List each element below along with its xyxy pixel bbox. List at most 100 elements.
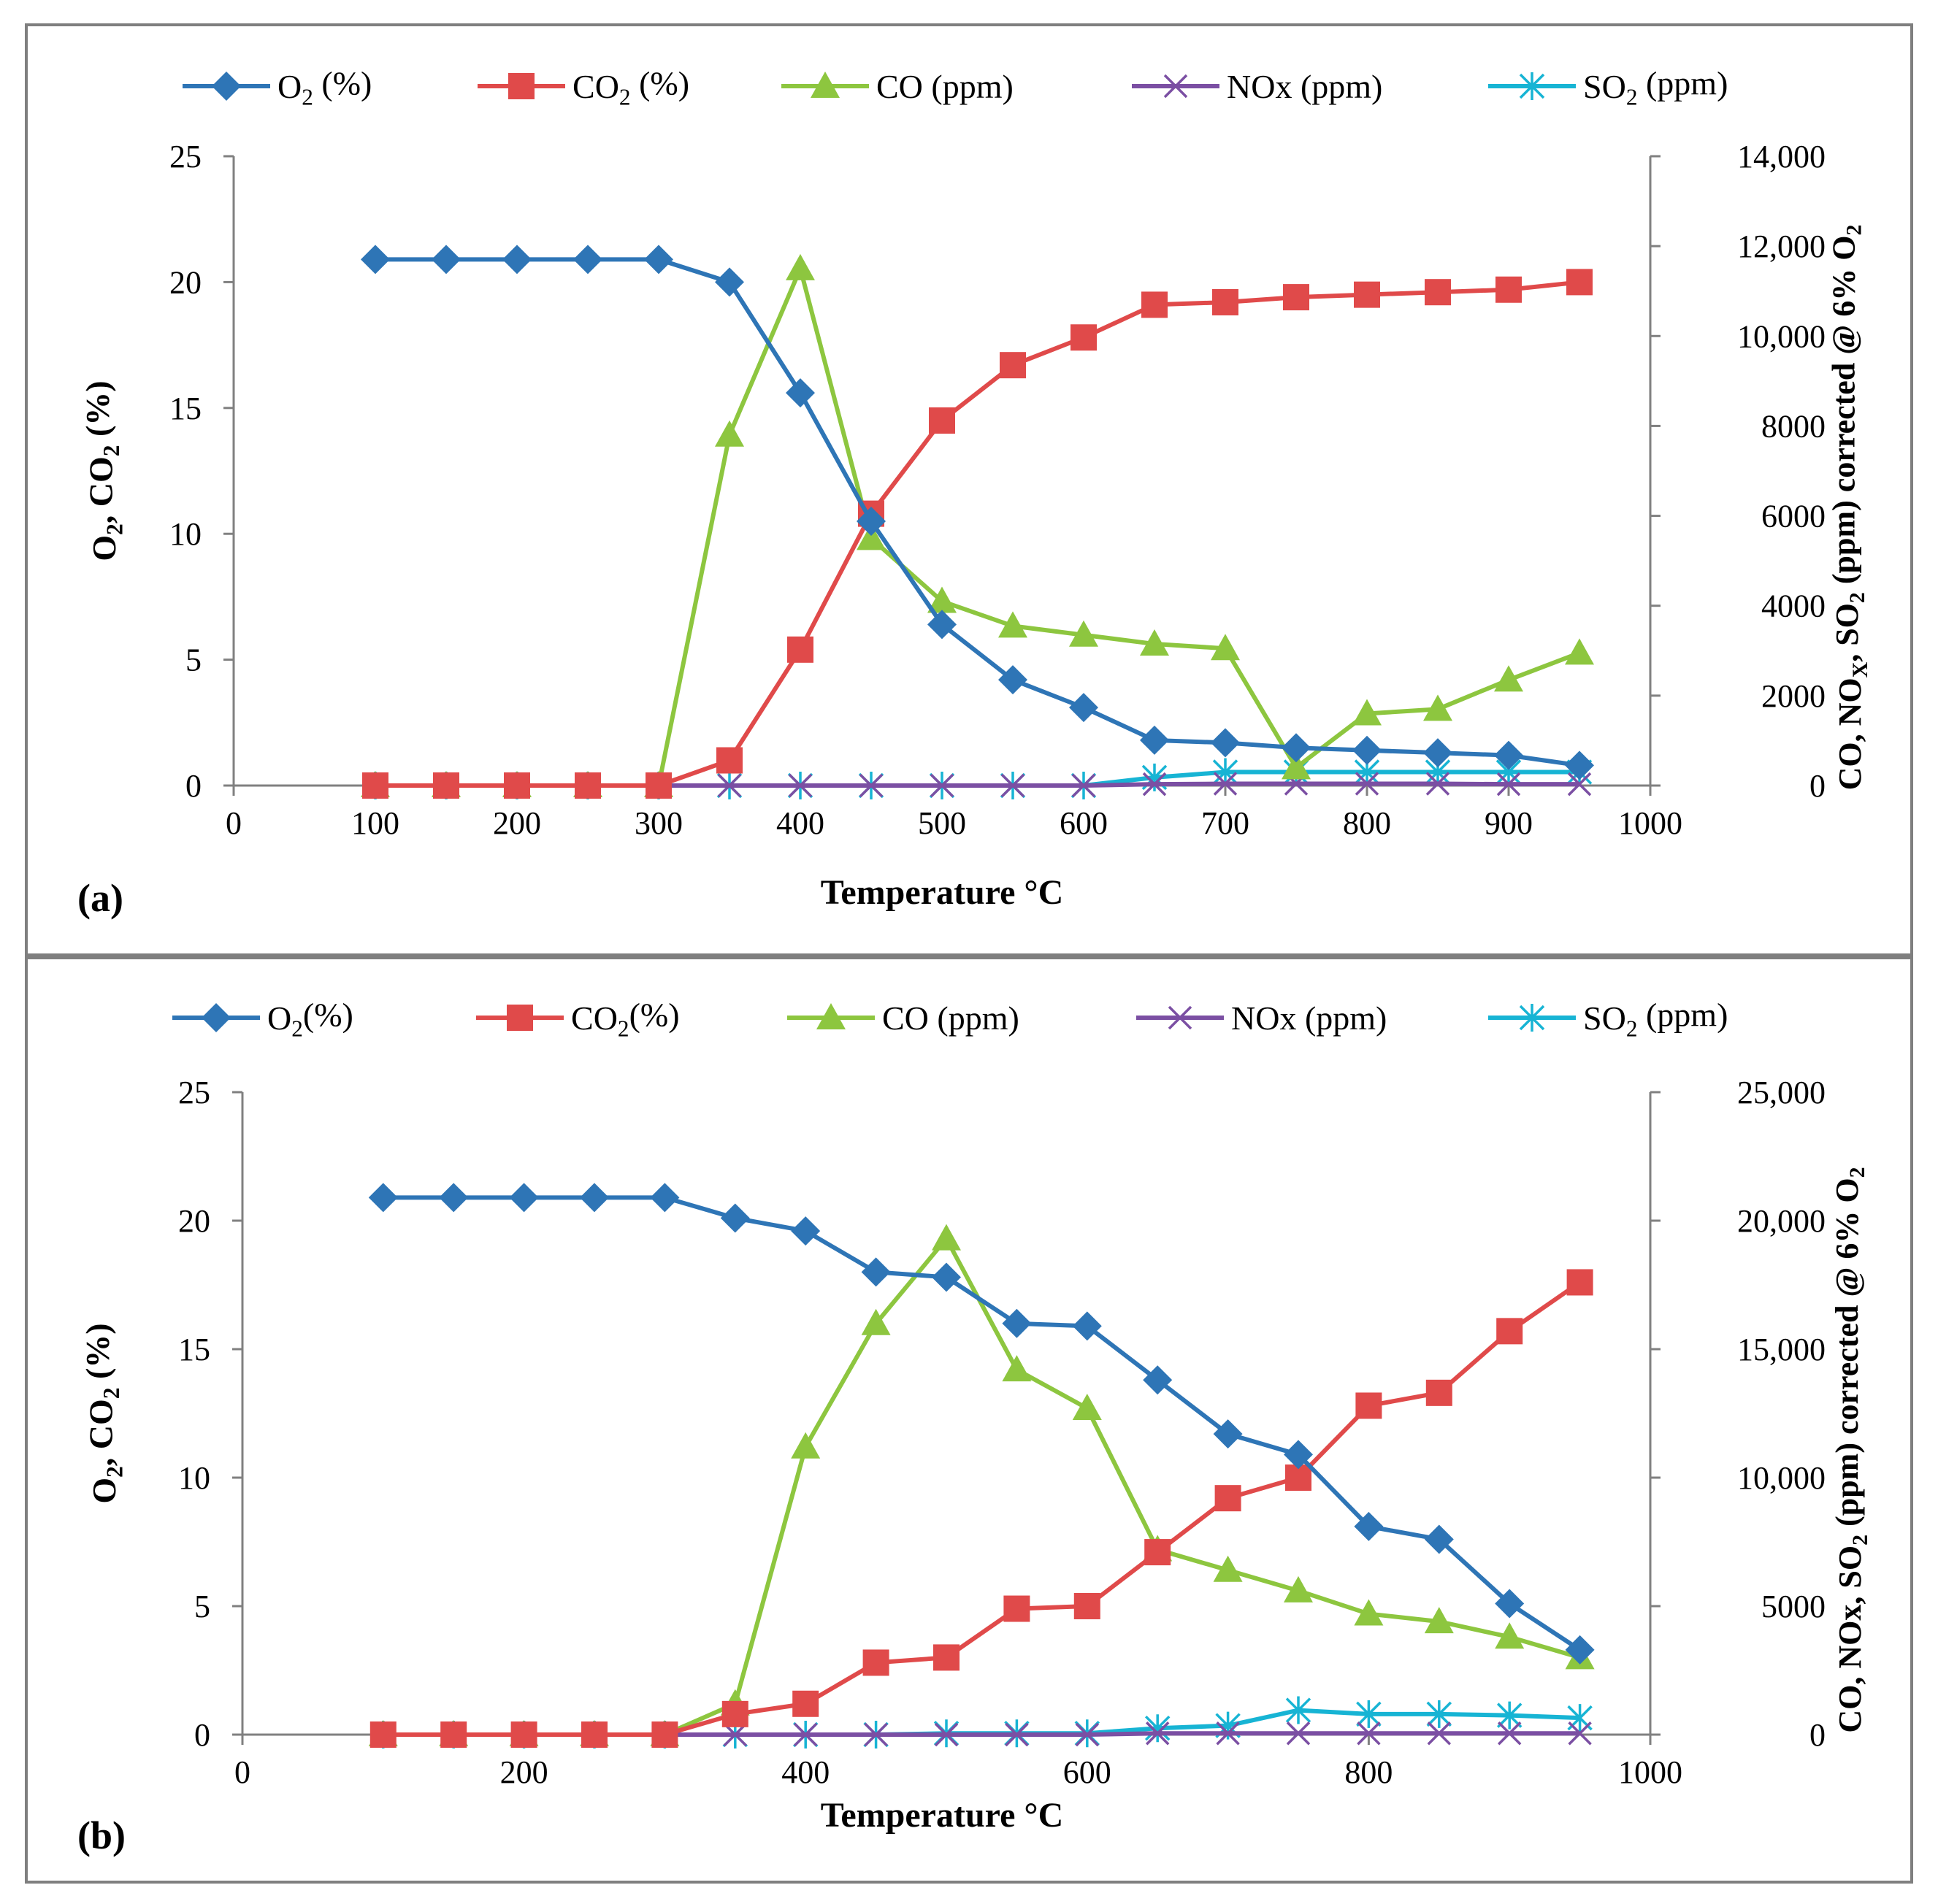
y-right-tick-label: 10,000: [1737, 318, 1826, 354]
data-point: [1069, 620, 1098, 647]
y-right-tick-label: 15,000: [1737, 1332, 1826, 1367]
x-axis-title: Temperature °C: [821, 873, 1063, 912]
data-point: [1141, 291, 1168, 318]
legend-item: CO (ppm): [787, 999, 1019, 1037]
data-point: [651, 1721, 678, 1748]
data-point: [1213, 1555, 1243, 1582]
data-point: [715, 267, 744, 297]
data-point: [439, 1183, 469, 1213]
data-point: [573, 245, 602, 275]
data-point: [1568, 1721, 1592, 1746]
x-tick-label: 1000: [1618, 1754, 1682, 1790]
data-point: [787, 636, 813, 663]
y-right-tick-label: 12,000: [1737, 229, 1826, 264]
data-point: [644, 245, 673, 275]
data-point: [1284, 1440, 1313, 1470]
series-line: [375, 266, 1581, 788]
data-point: [857, 506, 886, 536]
data-point: [1000, 352, 1026, 379]
legend-label: CO (ppm): [876, 68, 1014, 105]
legend-label: NOx (ppm): [1231, 999, 1387, 1037]
y-left-tick-label: 25: [178, 1075, 210, 1110]
data-point: [998, 611, 1027, 638]
chart-a-svg: 05101520250200040006000800010,00012,0001…: [77, 65, 1872, 920]
y-right-tick-label: 8000: [1761, 408, 1826, 444]
y-left-tick-label: 15: [169, 391, 202, 426]
data-point: [934, 1722, 959, 1747]
data-point: [510, 1721, 537, 1748]
x-tick-label: 200: [500, 1754, 548, 1790]
series-so2-ppm-: [370, 1696, 1593, 1748]
data-point: [862, 1649, 889, 1676]
series-line: [383, 1281, 1582, 1737]
chart-panel-a: 0 5 10 15 20 25 0 2000 4000 6000 8000 10,000 12,000 1…: [25, 23, 1913, 956]
series-so2-ppm-: [362, 758, 1593, 799]
data-point: [932, 1262, 961, 1292]
y-right-tick-label: 20,000: [1737, 1203, 1826, 1239]
legend-marker: [811, 72, 840, 98]
data-point: [859, 773, 884, 798]
x-tick-label: 600: [1063, 1754, 1111, 1790]
data-point: [1282, 753, 1311, 780]
data-point: [927, 586, 957, 613]
data-point: [1424, 1607, 1454, 1634]
data-point: [1283, 284, 1309, 311]
data-point: [1071, 324, 1097, 351]
data-point: [580, 1183, 609, 1213]
data-point: [1425, 1379, 1452, 1406]
data-point: [1425, 772, 1450, 796]
legend-label: SO2​ (ppm): [1583, 65, 1728, 110]
data-point: [927, 610, 957, 640]
data-point: [1142, 772, 1167, 796]
y-left-tick-label: 0: [185, 768, 202, 804]
y-left-tick-label: 10: [169, 516, 202, 552]
legend-item: O2​(%): [172, 997, 353, 1042]
legend-marker: [1519, 1004, 1545, 1032]
data-point: [581, 1721, 608, 1748]
y-left-tick-label: 10: [178, 1460, 210, 1496]
data-point: [361, 245, 390, 275]
y-right-tick-label: 4000: [1761, 588, 1826, 624]
data-point: [575, 772, 601, 799]
data-point: [998, 665, 1027, 695]
y-right-axis-title: CO, NOX​, SO2​ (ppm) corrected @ 6% O2​: [1826, 225, 1872, 791]
legend-marker: [1163, 74, 1188, 99]
y-left-tick-label: 20: [178, 1203, 210, 1239]
series-line: [375, 257, 1580, 768]
y-left-tick-label: 25: [169, 139, 202, 174]
legend-label: CO2​(%): [571, 997, 680, 1042]
y-right-tick-label: 5000: [1761, 1589, 1826, 1624]
data-point: [786, 253, 815, 280]
data-point: [504, 772, 530, 799]
legend-label: O2​(%): [267, 997, 353, 1042]
data-point: [1212, 758, 1238, 786]
y-right-tick-label: 0: [1809, 1717, 1826, 1753]
data-point: [1565, 1635, 1595, 1665]
data-point: [792, 1690, 819, 1717]
data-point: [861, 1257, 891, 1287]
legend-marker: [1519, 72, 1545, 100]
data-point: [1566, 1269, 1593, 1296]
data-point: [433, 772, 459, 799]
data-point: [1072, 1311, 1102, 1341]
data-point: [1005, 1722, 1029, 1747]
y-right-tick-label: 0: [1809, 768, 1826, 804]
data-point: [646, 772, 672, 799]
x-tick-label: 400: [776, 805, 824, 841]
chart-panel-b: 0 5 10 15 20 25 0 5000 10,000 15,000 20,000 25,000 0…: [25, 956, 1913, 1884]
data-point: [1071, 773, 1096, 798]
legend-item: NOx (ppm): [1136, 999, 1387, 1037]
data-point: [1144, 1714, 1171, 1743]
data-point: [793, 1722, 818, 1747]
data-point: [1495, 1589, 1525, 1619]
data-point: [440, 1721, 467, 1748]
data-point: [1495, 1622, 1525, 1649]
data-point: [720, 1203, 750, 1233]
data-point: [1424, 1524, 1454, 1554]
data-point: [1003, 1595, 1030, 1622]
data-point: [1354, 1511, 1384, 1541]
x-tick-label: 600: [1060, 805, 1108, 841]
data-point: [1355, 1392, 1382, 1419]
x-tick-label: 300: [635, 805, 683, 841]
data-point: [1075, 1722, 1100, 1747]
